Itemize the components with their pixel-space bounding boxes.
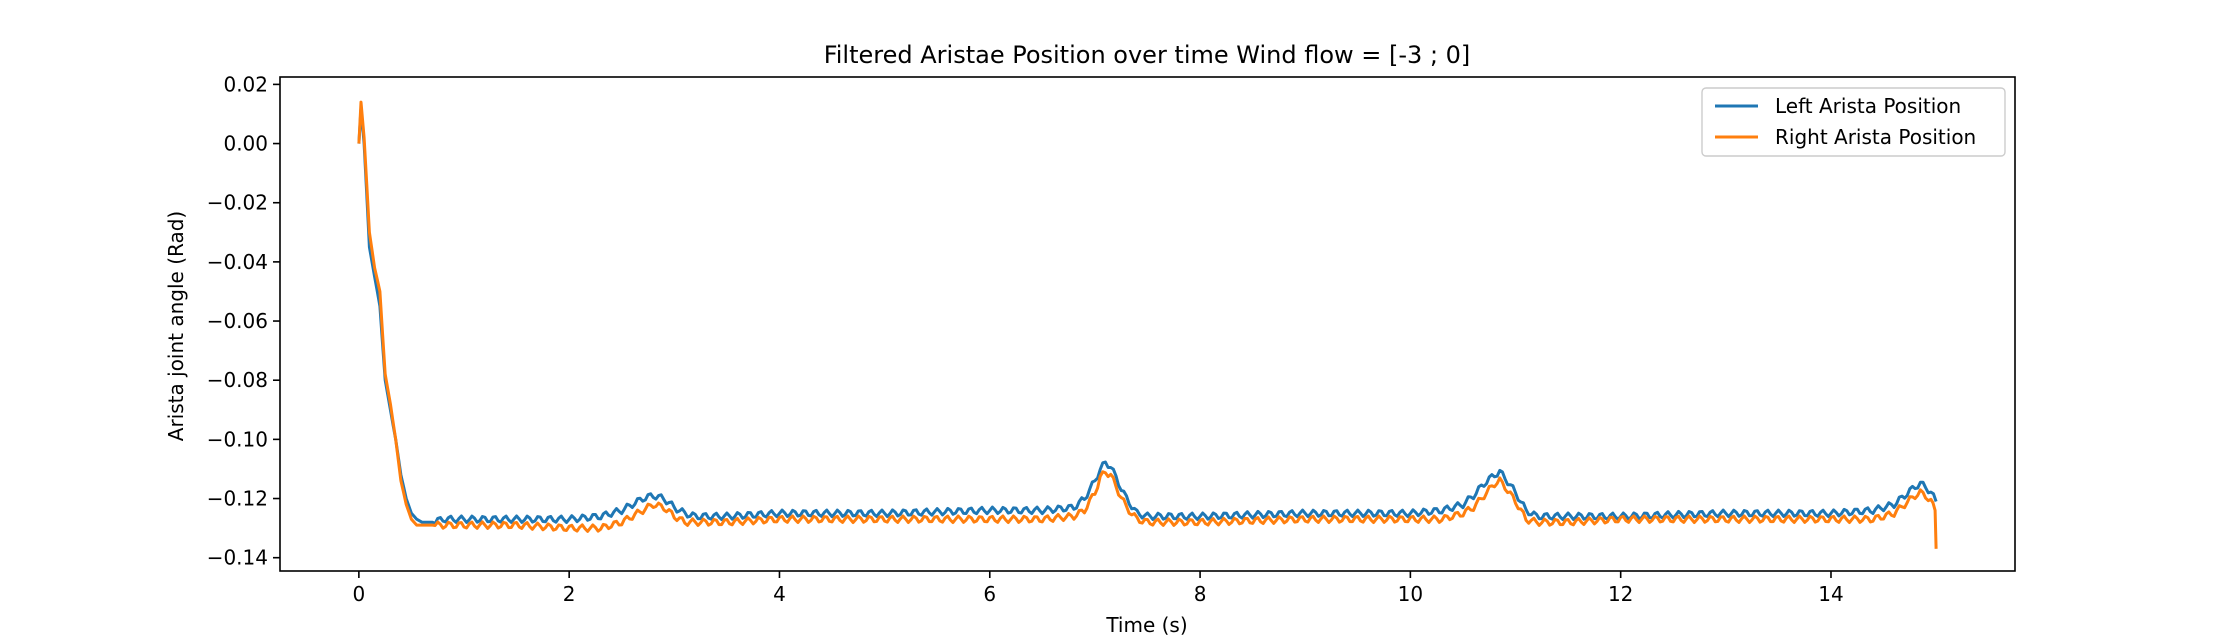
y-tick-label: −0.10: [207, 427, 268, 451]
x-tick-label: 2: [563, 582, 576, 606]
series-line-left-arista: [357, 106, 1938, 526]
series-layer: [357, 100, 1938, 549]
series-line-right-arista: [357, 100, 1938, 549]
y-tick-label: −0.08: [207, 368, 268, 392]
x-tick-label: 8: [1194, 582, 1207, 606]
y-tick-label: −0.02: [207, 191, 268, 215]
legend-label-right: Right Arista Position: [1775, 125, 1976, 149]
x-tick-label: 4: [773, 582, 786, 606]
y-tick-label: 0.02: [223, 72, 268, 96]
chart-title: Filtered Aristae Position over time Wind…: [824, 41, 1471, 69]
x-tick-label: 12: [1608, 582, 1633, 606]
x-tick-label: 14: [1818, 582, 1843, 606]
plot-frame: [279, 76, 2016, 572]
x-tick-label: 6: [983, 582, 996, 606]
axis-ticks: 0 2 4 6 8 10 12 14 0.02 0.00 −0.02 −0.04 −0.06 −0.08 −…: [207, 72, 1844, 606]
y-tick-label: −0.14: [207, 546, 268, 570]
x-tick-label: 0: [352, 582, 365, 606]
y-tick-label: 0.00: [223, 132, 268, 156]
y-axis-label: Arista joint angle (Rad): [164, 211, 188, 441]
x-axis-label: Time (s): [1105, 613, 1187, 637]
legend-label-left: Left Arista Position: [1775, 94, 1961, 118]
y-tick-label: −0.04: [207, 250, 268, 274]
x-tick-label: 10: [1398, 582, 1423, 606]
legend: Left Arista Position Right Arista Positi…: [1701, 87, 2006, 157]
legend-box: [1701, 87, 2006, 157]
y-tick-label: −0.12: [207, 487, 268, 511]
y-tick-label: −0.06: [207, 309, 268, 333]
